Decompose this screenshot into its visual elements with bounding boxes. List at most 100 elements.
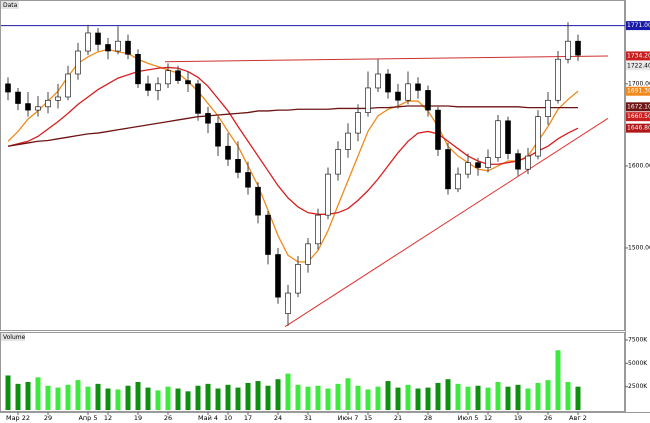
volume-bar — [135, 382, 141, 410]
volume-bar — [205, 383, 211, 410]
candle-body — [275, 254, 281, 298]
volume-bar — [85, 386, 91, 410]
volume-bar — [355, 385, 361, 410]
price-tag-label: 1734.20 — [627, 52, 650, 59]
price-tag — [626, 61, 650, 71]
candle-body — [225, 145, 231, 160]
x-tick-label: 10 — [224, 414, 232, 422]
candle-body — [495, 120, 501, 158]
candle-body — [5, 83, 11, 93]
candle-body — [265, 214, 271, 255]
x-tick-label: Июн 7 — [338, 414, 359, 422]
volume-bar — [215, 388, 221, 410]
x-tick-label: Мар 22 — [6, 414, 30, 422]
candle-body — [315, 214, 321, 245]
volume-bar — [35, 377, 41, 410]
candle-body — [415, 83, 421, 91]
moving-average — [7, 66, 579, 215]
volume-bar — [235, 387, 241, 410]
price-tag-label: 1722.40 — [627, 62, 650, 69]
title-box — [1, 333, 25, 341]
candle-body — [45, 99, 51, 108]
candle-body — [155, 83, 161, 91]
x-tick-label: 24 — [274, 414, 282, 422]
price-tag — [626, 112, 650, 122]
candle-body — [195, 83, 201, 114]
volume-bar — [185, 391, 191, 410]
candle-body — [445, 149, 451, 190]
volume-bar — [425, 387, 431, 410]
volume-bar — [525, 388, 531, 410]
candle-body — [295, 264, 301, 294]
price-tag-label: 1660.50 — [627, 113, 650, 120]
volume-bar — [95, 383, 101, 410]
volume-bar — [15, 383, 21, 410]
volume-bar — [395, 387, 401, 410]
candle-body — [285, 292, 291, 314]
candle-body — [525, 155, 531, 170]
moving-average — [7, 48, 579, 263]
x-tick-label: Май 4 — [198, 414, 218, 422]
candle-body — [145, 83, 151, 91]
y-tick-label: 2500K — [628, 383, 648, 390]
trend-line — [284, 117, 609, 328]
candle-body — [85, 32, 91, 52]
price-tag-label: 1672.10 — [627, 103, 650, 110]
x-tick-label: 29 — [44, 414, 52, 422]
x-tick-label: 15 — [364, 414, 372, 422]
volume-bar — [335, 383, 341, 410]
volume-bar — [515, 384, 521, 410]
candle-body — [565, 40, 571, 60]
x-tick-label: 17 — [244, 414, 252, 422]
volume-bar — [385, 381, 391, 410]
volume-bar — [485, 387, 491, 410]
volume-bar — [495, 382, 501, 410]
price-tag-label: 1646.80 — [627, 125, 650, 132]
chart-title: Data — [3, 2, 18, 9]
y-tick-label: 7500K — [628, 337, 648, 344]
candle-body — [125, 40, 131, 55]
volume-bar — [465, 386, 471, 410]
volume-bar — [275, 379, 281, 410]
x-tick-label: Авг 2 — [569, 414, 587, 422]
volume-bar — [415, 388, 421, 410]
volume-bar — [345, 378, 351, 410]
candle-body — [555, 58, 561, 101]
price-tag — [626, 21, 650, 31]
trend-line — [164, 55, 609, 63]
volume-bar — [535, 382, 541, 410]
candle-body — [375, 73, 381, 89]
x-tick-label: 28 — [424, 414, 432, 422]
volume-bar — [285, 373, 291, 410]
x-tick-label: 12 — [104, 414, 112, 422]
candle-body — [115, 40, 121, 52]
candle-body — [485, 157, 491, 168]
x-tick-label: 19 — [514, 414, 522, 422]
volume-bar — [225, 384, 231, 410]
volume-bar — [545, 380, 551, 410]
volume-bar — [145, 387, 151, 410]
y-tick-label: 1700.00 — [628, 80, 650, 87]
candle-body — [405, 83, 411, 101]
volume-bar — [555, 350, 561, 410]
volume-bar — [365, 389, 371, 410]
x-tick-label: 26 — [164, 414, 172, 422]
candle-body — [355, 112, 361, 134]
candle-body — [165, 70, 171, 85]
candle-body — [455, 173, 461, 190]
candle-body — [465, 162, 471, 175]
x-tick-label: Июл 5 — [458, 414, 479, 422]
volume-bar — [505, 386, 511, 410]
volume-bar — [65, 384, 71, 410]
candle-body — [505, 120, 511, 154]
volume-bar — [255, 381, 261, 410]
volume-bar — [55, 387, 61, 410]
price-tag — [626, 86, 650, 96]
volume-bar — [445, 379, 451, 410]
volume-bar — [175, 388, 181, 410]
candle-body — [135, 54, 141, 85]
x-tick-label: 12 — [484, 414, 492, 422]
